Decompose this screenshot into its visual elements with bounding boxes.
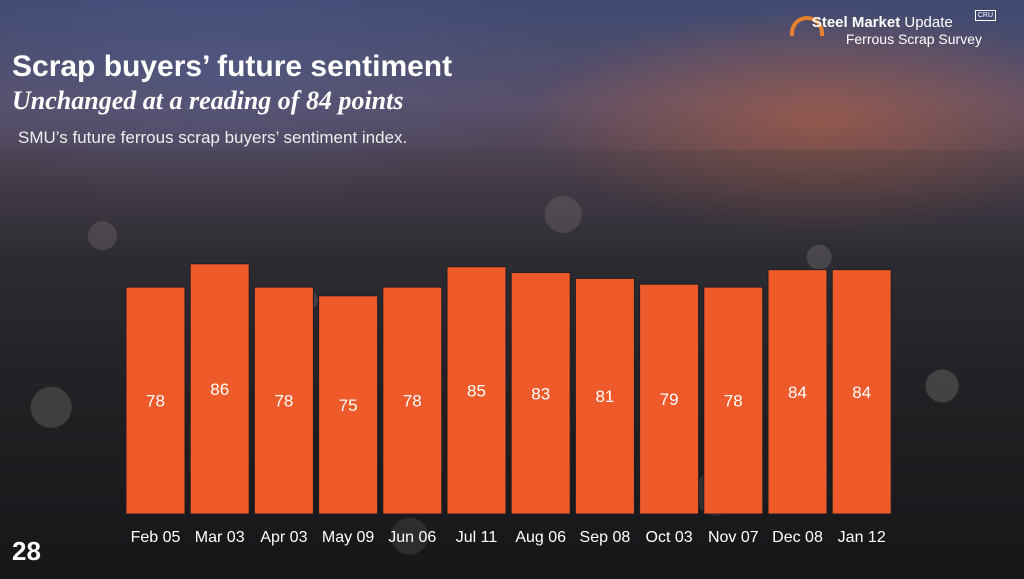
bar-sep-08 xyxy=(574,277,635,515)
x-tick-label: Jun 06 xyxy=(388,529,436,546)
bar-apr-03 xyxy=(253,286,314,515)
bar-dec-08 xyxy=(767,269,828,515)
logo-badge: CRU xyxy=(974,10,996,21)
bar-mar-03 xyxy=(189,263,250,515)
x-tick-label: Jan 12 xyxy=(838,529,886,546)
x-tick-label: Jul 11 xyxy=(456,529,498,546)
bar-feb-05 xyxy=(125,286,186,515)
bar-value-label: 81 xyxy=(595,387,614,406)
bar-nov-07 xyxy=(703,286,764,515)
bar-value-label: 78 xyxy=(146,392,165,411)
page-subtitle: Unchanged at a reading of 84 points xyxy=(12,86,404,115)
x-tick-label: Nov 07 xyxy=(708,529,759,546)
x-tick-label: May 09 xyxy=(322,529,375,546)
x-tick-label: Mar 03 xyxy=(195,529,245,546)
logo-arc-icon xyxy=(789,16,824,36)
bar-oct-03 xyxy=(639,283,700,515)
logo-survey-name: Ferrous Scrap Survey xyxy=(845,31,982,47)
x-tick-label: Sep 08 xyxy=(580,529,631,546)
logo-brand: Steel Market Update CRU xyxy=(811,10,996,31)
bar-value-label: 78 xyxy=(724,392,743,411)
smu-logo: Steel Market Update CRU Ferrous Scrap Su… xyxy=(789,10,996,47)
logo-brand-rest: Update xyxy=(900,14,953,31)
bar-jan-12 xyxy=(831,269,892,515)
bar-value-label: 78 xyxy=(403,392,422,411)
bar-jun-06 xyxy=(382,286,443,515)
bar-value-label: 75 xyxy=(339,396,358,415)
bar-value-label: 86 xyxy=(210,380,229,399)
bar-value-label: 85 xyxy=(467,381,486,400)
x-tick-label: Oct 03 xyxy=(646,529,693,546)
x-tick-label: Aug 06 xyxy=(515,529,566,546)
logo-brand-bold: Steel Market xyxy=(811,14,901,31)
page-title: Scrap buyers’ future sentiment xyxy=(12,50,453,83)
page-number: 28 xyxy=(12,536,41,566)
bar-value-label: 78 xyxy=(274,392,293,411)
x-tick-label: Dec 08 xyxy=(772,529,823,546)
bar-jul-11 xyxy=(446,266,507,515)
bar-may-09 xyxy=(318,295,379,515)
bar-value-label: 83 xyxy=(531,384,550,403)
bar-aug-06 xyxy=(510,272,571,515)
bar-value-label: 79 xyxy=(660,390,679,409)
x-tick-label: Apr 03 xyxy=(260,529,307,546)
bar-value-label: 84 xyxy=(852,383,871,402)
chart-description: SMU’s future ferrous scrap buyers’ senti… xyxy=(18,128,408,147)
bar-value-label: 84 xyxy=(788,383,807,402)
x-tick-label: Feb 05 xyxy=(131,529,181,546)
